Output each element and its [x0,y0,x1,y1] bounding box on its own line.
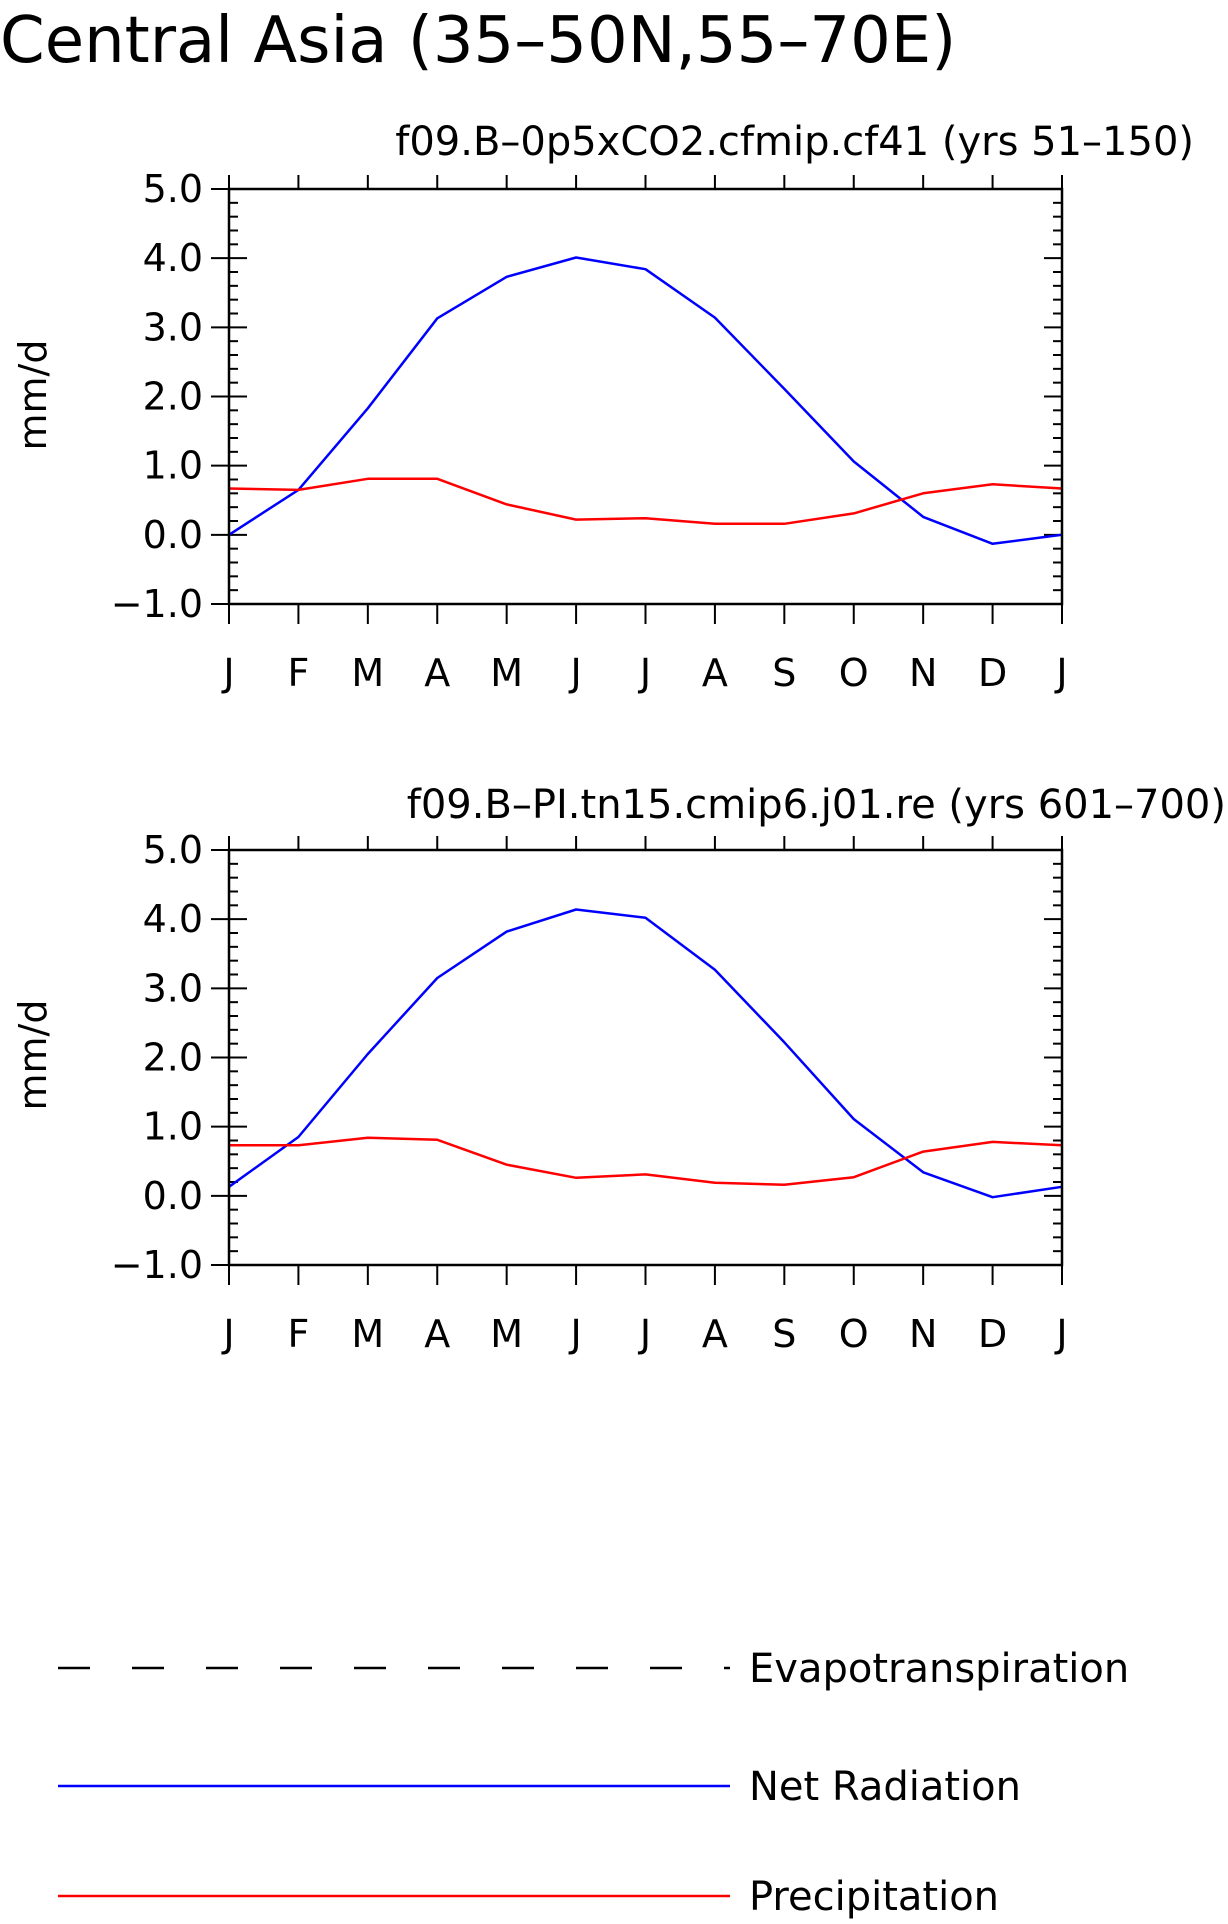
x-tick-label: M [490,651,523,695]
y-tick-label: 2.0 [143,1036,203,1080]
x-tick-label: M [490,1312,523,1356]
x-tick-label: O [839,651,869,695]
ticks-bottom [211,836,1063,1285]
legend-label-net-radiation: Net Radiation [749,1764,1021,1810]
plot-frame-bottom [227,848,1064,1267]
panel-title-bottom: f09.B–PI.tn15.cmip6.j01.re (yrs 601–700) [407,782,1226,828]
x-tick-label: S [772,651,796,695]
x-tick-label: S [772,1312,796,1356]
panel-bottom: f09.B–PI.tn15.cmip6.j01.re (yrs 601–700)… [11,782,1226,1356]
series-lines-bottom [228,908,1063,1199]
y-tick-label: 5.0 [143,828,203,872]
y-tick-label: 4.0 [143,236,203,280]
plot-frame-top [227,187,1064,606]
ticks-top [211,175,1063,624]
y-tick-label: −1.0 [111,1243,203,1287]
x-tick-label: A [702,651,728,695]
x-tick-label: N [909,1312,937,1356]
legend-item-precipitation: Precipitation [58,1874,999,1920]
x-tick-label: A [702,1312,728,1356]
x-tick-label: J [638,1312,651,1356]
x-tick-label: M [351,1312,384,1356]
tick-labels-bottom: 5.04.03.02.01.00.0−1.0J F M A M J J A S O N D J [111,828,1068,1356]
legend: Evapotranspiration Net Radiation Precipi… [58,1646,1129,1920]
x-tick-label: A [424,1312,450,1356]
y-tick-label: −1.0 [111,582,203,626]
y-tick-label: 1.0 [143,444,203,488]
x-tick-label: J [638,651,651,695]
x-tick-label: J [568,1312,581,1356]
y-tick-label: 5.0 [143,167,203,211]
x-tick-label: A [424,651,450,695]
x-tick-label: N [909,651,937,695]
legend-item-evapotranspiration: Evapotranspiration [58,1646,1129,1692]
series-line-net-radiation-bottom [228,908,1063,1199]
x-tick-label: J [1054,1312,1067,1356]
series-lines-top [228,256,1063,546]
x-tick-label: J [221,651,234,695]
y-tick-label: 0.0 [143,1174,203,1218]
series-line-net-radiation-top [228,256,1063,546]
legend-label-precipitation: Precipitation [749,1874,999,1920]
x-tick-label: D [978,1312,1007,1356]
x-tick-label: J [221,1312,234,1356]
x-tick-label: M [351,651,384,695]
y-tick-label: 4.0 [143,897,203,941]
y-tick-label: 3.0 [143,966,203,1010]
main-title: Central Asia (35–50N,55–70E) [0,4,956,78]
x-tick-label: F [287,1312,309,1356]
legend-item-net-radiation: Net Radiation [58,1764,1021,1810]
panel-title-top: f09.B–0p5xCO2.cfmip.cf41 (yrs 51–150) [395,119,1194,165]
x-tick-label: J [1054,651,1067,695]
legend-label-evapotranspiration: Evapotranspiration [749,1646,1129,1692]
x-tick-label: F [287,651,309,695]
x-tick-label: D [978,651,1007,695]
y-axis-label-top: mm/d [11,340,55,451]
y-tick-label: 0.0 [143,513,203,557]
y-tick-label: 1.0 [143,1105,203,1149]
x-tick-label: J [568,651,581,695]
y-tick-label: 2.0 [143,375,203,419]
y-axis-label-bottom: mm/d [11,1000,55,1111]
panel-top: f09.B–0p5xCO2.cfmip.cf41 (yrs 51–150) mm… [11,119,1194,695]
series-line-precipitation-top [228,477,1063,526]
y-tick-label: 3.0 [143,305,203,349]
x-tick-label: O [839,1312,869,1356]
series-line-precipitation-bottom [229,1136,1063,1187]
tick-labels-top: 5.04.03.02.01.00.0−1.0J F M A M J J A S O N D J [111,167,1068,695]
